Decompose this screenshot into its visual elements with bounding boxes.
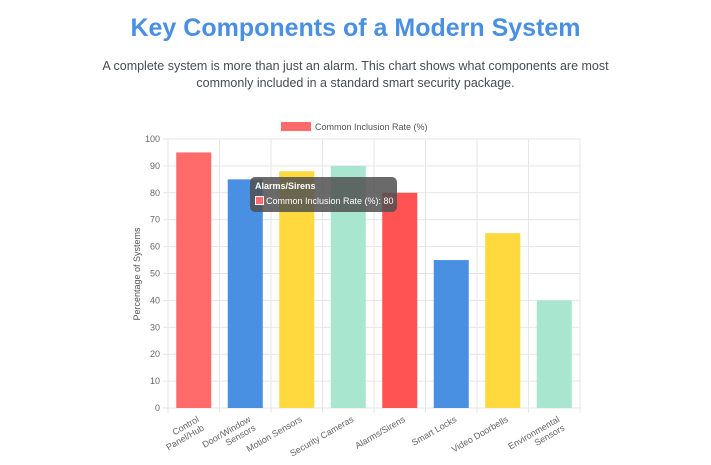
y-tick-label: 80: [150, 188, 160, 198]
bar[interactable]: [433, 260, 469, 408]
x-tick-label: Alarms/Sirens: [353, 414, 407, 451]
bar[interactable]: [536, 300, 572, 408]
page-title: Key Components of a Modern System: [130, 14, 581, 42]
tooltip-label: Common Inclusion Rate (%): 80: [266, 196, 394, 206]
y-tick-label: 20: [150, 349, 160, 359]
y-tick-label: 0: [155, 403, 160, 413]
x-tick-label: Smart Locks: [410, 414, 459, 448]
bar[interactable]: [176, 152, 212, 408]
y-tick-label: 30: [150, 322, 160, 332]
y-tick-label: 70: [150, 215, 160, 225]
x-tick-label-line: Alarms/Sirens: [353, 414, 407, 451]
x-tick-label-line: Video Doorbells: [450, 414, 510, 455]
legend-swatch: [281, 122, 311, 131]
y-tick-label: 90: [150, 161, 160, 171]
page-subtitle: A complete system is more than just an a…: [102, 59, 609, 90]
legend-label: Common Inclusion Rate (%): [315, 122, 428, 132]
chart-legend[interactable]: Common Inclusion Rate (%): [281, 122, 428, 132]
x-tick-label: EnvironmentalSensors: [506, 414, 566, 460]
y-tick-label: 100: [145, 134, 160, 144]
bar[interactable]: [485, 233, 521, 408]
bar[interactable]: [382, 192, 418, 408]
x-tick-label-line: Smart Locks: [410, 414, 459, 448]
y-tick-label: 40: [150, 295, 160, 305]
tooltip-row: Common Inclusion Rate (%): 80: [255, 196, 394, 206]
tooltip-title: Alarms/Sirens: [255, 181, 316, 191]
y-tick-label: 60: [150, 242, 160, 252]
y-axis-title: Percentage of Systems: [132, 227, 142, 321]
y-axis: 0 10 20 30 40 50 60 70 80 90 100: [145, 134, 160, 413]
chart-tooltip: Alarms/Sirens Common Inclusion Rate (%):…: [250, 177, 397, 212]
x-tick-label: Video Doorbells: [450, 414, 510, 455]
tooltip-swatch: [255, 196, 264, 205]
x-tick-label: ControlPanel/Hub: [159, 414, 205, 452]
x-axis: ControlPanel/HubDoor/WindowSensorsMotion…: [159, 414, 566, 460]
bar[interactable]: [227, 179, 263, 408]
y-tick-label: 10: [150, 376, 160, 386]
y-tick-label: 50: [150, 269, 160, 279]
